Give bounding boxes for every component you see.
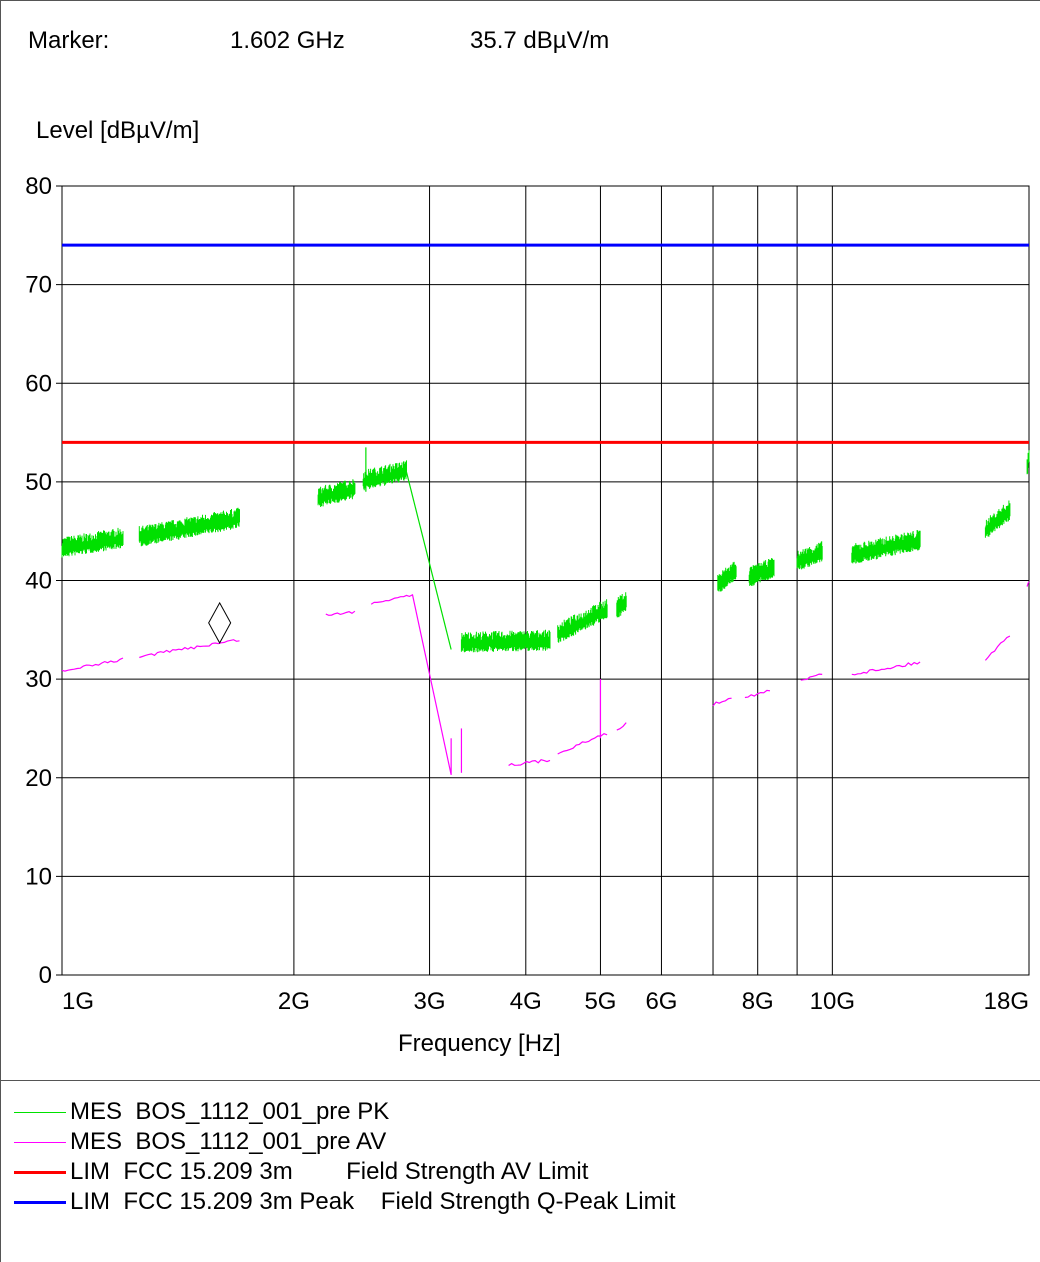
series-0-segment bbox=[138, 507, 240, 547]
series-0-segment bbox=[1026, 450, 1030, 475]
series-0-segment bbox=[748, 558, 775, 586]
level-vs-frequency-chart: 0 10 20 30 40 50 60 70 80 1G 2G 3G 4G 5G 6G 8G 10G 18G bbox=[25, 173, 1030, 1015]
marker-frequency: 1.602 GHz bbox=[230, 27, 345, 54]
series-0-segment bbox=[796, 541, 823, 570]
legend-item-av-limit: LIM FCC 15.209 3m Field Strength AV Limi… bbox=[14, 1158, 588, 1186]
series-0-segment bbox=[984, 500, 1011, 538]
x-tick-label: 8G bbox=[742, 988, 774, 1015]
x-tick-label: 3G bbox=[414, 988, 446, 1015]
series-1-segment bbox=[1026, 581, 1030, 587]
series-0-connector bbox=[405, 471, 452, 650]
legend-swatch-peak-limit bbox=[14, 1200, 66, 1204]
series-0-segment bbox=[460, 629, 551, 653]
legend-text-peak-limit: LIM FCC 15.209 3m Peak Field Strength Q-… bbox=[70, 1188, 676, 1215]
x-tick-label: 18G bbox=[984, 988, 1029, 1015]
series-1-segment bbox=[616, 722, 627, 731]
series-0-segment bbox=[61, 527, 124, 558]
legend-swatch-av-limit bbox=[14, 1170, 66, 1174]
series-1-segment bbox=[557, 733, 608, 755]
y-tick-label: 40 bbox=[25, 568, 52, 595]
series-1-segment bbox=[139, 639, 240, 659]
legend-separator bbox=[0, 1080, 1040, 1081]
series-1-segment bbox=[984, 635, 1011, 661]
series-0-segment bbox=[717, 561, 737, 592]
series-1-segment bbox=[712, 697, 732, 707]
series-0-segment bbox=[317, 479, 356, 507]
series-0-segment bbox=[616, 592, 627, 618]
series-1-segment bbox=[325, 610, 356, 616]
legend-text-av-limit: LIM FCC 15.209 3m Field Strength AV Limi… bbox=[70, 1158, 589, 1185]
x-tick-label: 2G bbox=[278, 988, 310, 1015]
legend-swatch-pk bbox=[14, 1111, 66, 1113]
series-1-segment bbox=[508, 759, 551, 767]
x-tick-label: 1G bbox=[62, 988, 94, 1015]
y-tick-label: 0 bbox=[39, 962, 52, 989]
series-0-segment bbox=[851, 530, 921, 564]
series-1-connector bbox=[411, 594, 452, 775]
y-tick-label: 30 bbox=[25, 666, 52, 693]
legend-text-pk: MES BOS_1112_001_pre PK bbox=[70, 1098, 390, 1125]
y-tick-label: 50 bbox=[25, 469, 52, 496]
y-tick-label: 60 bbox=[25, 370, 52, 397]
legend-item-av: MES BOS_1112_001_pre AV bbox=[14, 1128, 386, 1156]
series-1-segment bbox=[800, 673, 823, 681]
y-tick-label: 20 bbox=[25, 765, 52, 792]
y-tick-label: 10 bbox=[25, 863, 52, 890]
legend-text-av: MES BOS_1112_001_pre AV bbox=[70, 1128, 387, 1155]
legend-swatch-av bbox=[14, 1141, 66, 1143]
x-tick-label: 4G bbox=[510, 988, 542, 1015]
series-1-segment bbox=[61, 657, 124, 672]
marker-label: Marker: bbox=[28, 27, 110, 54]
y-tick-label: 80 bbox=[25, 173, 52, 200]
x-tick-label: 6G bbox=[645, 988, 677, 1015]
series-1-segment bbox=[851, 661, 921, 676]
series-1-segment bbox=[744, 689, 771, 699]
series-0-segment bbox=[557, 599, 608, 643]
x-tick-label: 5G bbox=[584, 988, 616, 1015]
legend-item-peak-limit: LIM FCC 15.209 3m Peak Field Strength Q-… bbox=[14, 1188, 676, 1216]
x-tick-label: 10G bbox=[810, 988, 855, 1015]
marker-diamond bbox=[208, 601, 232, 644]
series-0-segment bbox=[362, 460, 407, 491]
marker-level: 35.7 dBµV/m bbox=[470, 27, 610, 54]
legend-item-pk: MES BOS_1112_001_pre PK bbox=[14, 1098, 389, 1126]
series-1-segment bbox=[370, 594, 413, 605]
x-axis-label: Frequency [Hz] bbox=[398, 1030, 561, 1057]
y-tick-label: 70 bbox=[25, 272, 52, 299]
y-axis-label: Level [dBµV/m] bbox=[36, 117, 200, 144]
